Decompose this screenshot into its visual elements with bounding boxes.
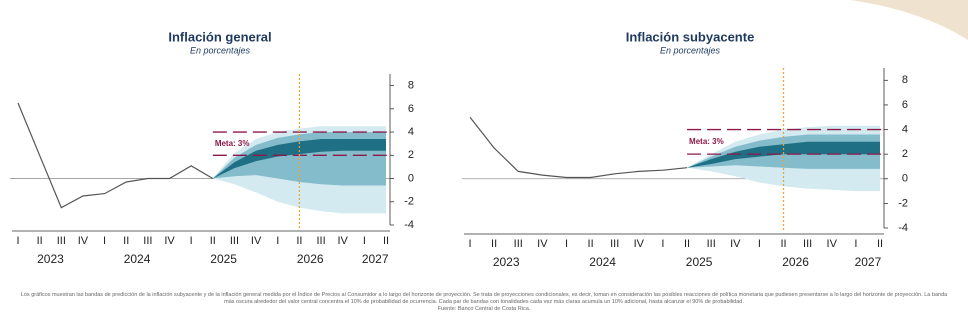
x-tick-label: I bbox=[854, 238, 857, 250]
year-label: 2025 bbox=[210, 252, 237, 266]
history-line bbox=[469, 116, 688, 179]
y-tick-label: 2 bbox=[408, 149, 414, 161]
y-tick-label: 4 bbox=[408, 126, 414, 138]
x-tick-label: IV bbox=[164, 235, 175, 247]
y-tick-label: -2 bbox=[898, 197, 908, 209]
x-tick-label: I bbox=[468, 238, 471, 250]
y-tick-label: 2 bbox=[902, 148, 908, 160]
x-tick-label: I bbox=[190, 235, 193, 247]
x-tick-label: I bbox=[16, 235, 19, 247]
chart-subtitle: En porcentajes bbox=[190, 45, 251, 55]
y-tick-label: -4 bbox=[898, 222, 908, 234]
x-tick-label: III bbox=[707, 238, 716, 250]
y-tick-label: 6 bbox=[408, 103, 414, 115]
y-tick-label: -4 bbox=[404, 219, 414, 231]
x-tick-label: III bbox=[316, 235, 325, 247]
target-label: Meta: 3% bbox=[689, 137, 724, 146]
footnote: Los gráficos muestran las bandas de pred… bbox=[20, 292, 948, 305]
x-tick-label: II bbox=[684, 238, 690, 250]
y-tick-label: 4 bbox=[902, 123, 908, 135]
decoration bbox=[850, 0, 968, 40]
chart-title: Inflación general bbox=[168, 29, 271, 44]
x-tick-label: I bbox=[758, 238, 761, 250]
chart-subtitle: En porcentajes bbox=[660, 45, 721, 55]
x-tick-label: II bbox=[877, 238, 883, 250]
year-label: 2023 bbox=[37, 252, 64, 266]
x-tick-label: IV bbox=[537, 238, 548, 250]
x-tick-label: III bbox=[610, 238, 619, 250]
year-label: 2024 bbox=[589, 255, 616, 269]
x-tick-label: III bbox=[230, 235, 239, 247]
year-label: 2026 bbox=[782, 255, 809, 269]
y-tick-label: 0 bbox=[408, 172, 414, 184]
history-line bbox=[17, 102, 214, 209]
fan-band bbox=[212, 139, 386, 179]
x-tick-label: II bbox=[37, 235, 43, 247]
fan-band bbox=[687, 141, 880, 168]
x-tick-label: II bbox=[780, 238, 786, 250]
x-tick-label: IV bbox=[78, 235, 89, 247]
year-label: 2026 bbox=[297, 252, 324, 266]
x-tick-label: I bbox=[103, 235, 106, 247]
footnote-block: Los gráficos muestran las bandas de pred… bbox=[20, 292, 948, 313]
year-label: 2027 bbox=[855, 255, 882, 269]
year-label: 2027 bbox=[362, 252, 389, 266]
x-tick-label: IV bbox=[827, 238, 838, 250]
x-tick-label: II bbox=[588, 238, 594, 250]
x-tick-label: I bbox=[661, 238, 664, 250]
x-tick-label: III bbox=[57, 235, 66, 247]
x-tick-label: III bbox=[803, 238, 812, 250]
x-tick-label: II bbox=[491, 238, 497, 250]
chart-title: Inflación subyacente bbox=[626, 29, 755, 44]
y-tick-label: -2 bbox=[404, 196, 414, 208]
x-tick-label: IV bbox=[634, 238, 645, 250]
target-label: Meta: 3% bbox=[215, 139, 250, 148]
x-tick-label: IV bbox=[730, 238, 741, 250]
x-tick-label: I bbox=[276, 235, 279, 247]
y-tick-label: 8 bbox=[408, 80, 414, 92]
x-tick-label: II bbox=[296, 235, 302, 247]
year-label: 2023 bbox=[493, 255, 520, 269]
x-tick-label: II bbox=[123, 235, 129, 247]
x-tick-label: III bbox=[143, 235, 152, 247]
x-tick-label: I bbox=[363, 235, 366, 247]
x-tick-label: IV bbox=[251, 235, 262, 247]
y-tick-label: 6 bbox=[902, 99, 908, 111]
x-tick-label: II bbox=[210, 235, 216, 247]
x-tick-label: III bbox=[514, 238, 523, 250]
source: Fuente: Banco Central de Costa Rica. bbox=[437, 306, 531, 312]
x-tick-label: I bbox=[565, 238, 568, 250]
y-tick-label: 0 bbox=[902, 173, 908, 185]
x-tick-label: II bbox=[383, 235, 389, 247]
year-label: 2024 bbox=[124, 252, 151, 266]
y-tick-label: 8 bbox=[902, 74, 908, 86]
year-label: 2025 bbox=[686, 255, 713, 269]
x-tick-label: IV bbox=[338, 235, 349, 247]
